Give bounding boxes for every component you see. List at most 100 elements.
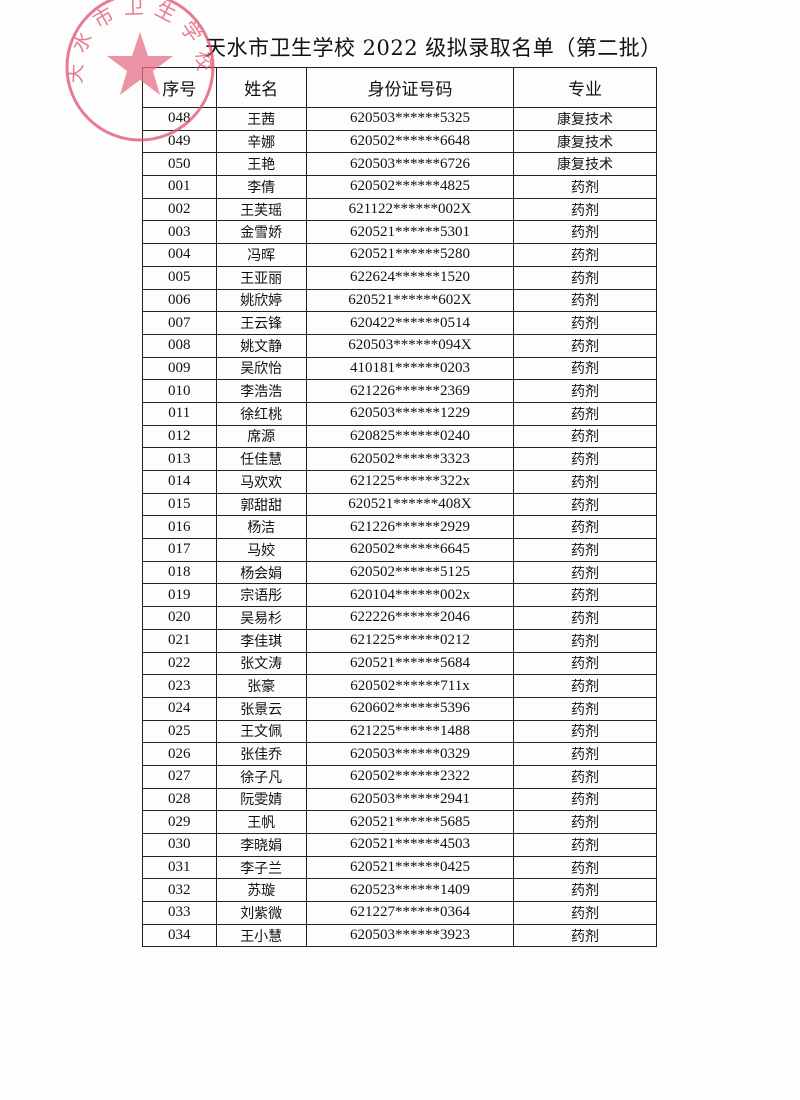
major: 药剂 [513,606,657,630]
row-number: 013 [142,447,217,471]
student-name: 姚文静 [215,333,307,358]
id-number: 621225******322x [305,470,515,494]
table-row: 048 王茜 620503******5325 康复技术 [142,107,657,131]
table-row: 030 李晓娟 620521******4503 药剂 [142,833,657,857]
document-title: 天水市卫生学校 2022 级拟录取名单（第二批） [205,36,662,60]
student-name: 张豪 [215,674,307,698]
major: 药剂 [513,515,657,540]
student-name: 王芙瑶 [215,197,307,222]
major: 药剂 [513,901,657,925]
id-number: 620502******5125 [305,560,515,585]
student-name: 杨会娟 [215,560,307,585]
table-row: 049 辛娜 620502******6648 康复技术 [142,129,657,154]
id-number: 620521******0425 [305,855,515,880]
major: 药剂 [513,311,657,335]
major: 药剂 [513,175,657,199]
major: 药剂 [513,583,657,608]
student-name: 吴易杉 [215,606,307,630]
table-row: 012 席源 620825******0240 药剂 [142,424,657,449]
id-number: 621226******2929 [305,515,515,540]
major: 康复技术 [513,107,657,131]
id-number: 620502******2322 [305,764,515,789]
admission-list-table: 序号 姓名 身份证号码 专业 048 王茜 620503******5325 康复技术… [142,67,657,948]
major: 药剂 [513,333,657,358]
table-row: 005 王亚丽 622624******1520 药剂 [142,265,657,290]
id-number: 620521******5301 [305,220,515,245]
major: 康复技术 [513,129,657,154]
student-name: 王文佩 [215,719,307,744]
student-name: 杨洁 [215,515,307,540]
id-number: 620503******2941 [305,787,515,812]
row-number: 008 [142,333,217,358]
student-name: 李晓娟 [215,833,307,857]
row-number: 027 [142,764,217,789]
row-number: 033 [142,901,217,925]
row-number: 032 [142,878,217,903]
major: 药剂 [513,401,657,426]
student-name: 李佳琪 [215,628,307,653]
major: 药剂 [513,220,657,245]
student-name: 王茜 [215,107,307,131]
id-number: 620503******1229 [305,401,515,426]
id-number: 620502******711x [305,674,515,698]
id-number: 621225******1488 [305,719,515,744]
id-number: 620521******602X [305,288,515,313]
row-number: 010 [142,379,217,403]
id-number: 620104******002x [305,583,515,608]
major: 药剂 [513,560,657,585]
id-number: 620521******5685 [305,810,515,834]
row-number: 009 [142,356,217,381]
student-name: 张景云 [215,696,307,721]
table-row: 008 姚文静 620503******094X 药剂 [142,333,657,358]
table-row: 027 徐子凡 620502******2322 药剂 [142,764,657,789]
row-number: 028 [142,787,217,812]
major: 药剂 [513,810,657,834]
row-number: 012 [142,424,217,449]
row-number: 024 [142,696,217,721]
row-number: 014 [142,470,217,494]
student-name: 徐红桃 [215,401,307,426]
table-row: 019 宗语彤 620104******002x 药剂 [142,583,657,608]
student-name: 马欢欢 [215,470,307,494]
major: 药剂 [513,833,657,857]
id-number: 622624******1520 [305,265,515,290]
row-number: 049 [142,129,217,154]
major: 药剂 [513,878,657,903]
student-name: 冯晖 [215,243,307,267]
student-name: 李倩 [215,175,307,199]
major: 药剂 [513,447,657,471]
major: 药剂 [513,424,657,449]
table-row: 020 吴易杉 622226******2046 药剂 [142,606,657,630]
table-row: 007 王云锋 620422******0514 药剂 [142,311,657,335]
major: 药剂 [513,356,657,381]
id-number: 620521******408X [305,492,515,517]
row-number: 005 [142,265,217,290]
row-number: 031 [142,855,217,880]
id-number: 620523******1409 [305,878,515,903]
id-number: 621226******2369 [305,379,515,403]
row-number: 034 [142,923,217,948]
id-number: 621122******002X [305,197,515,222]
major: 药剂 [513,628,657,653]
major: 药剂 [513,265,657,290]
row-number: 018 [142,560,217,585]
id-number: 620503******5325 [305,107,515,131]
student-name: 刘紫微 [215,901,307,925]
table-body: 048 王茜 620503******5325 康复技术 049 辛娜 620502****… [142,107,657,948]
student-name: 王艳 [215,152,307,177]
major: 药剂 [513,674,657,698]
student-name: 李浩浩 [215,379,307,403]
major: 药剂 [513,197,657,222]
student-name: 姚欣婷 [215,288,307,313]
student-name: 徐子凡 [215,764,307,789]
id-number: 620521******5280 [305,243,515,267]
table-row: 033 刘紫微 621227******0364 药剂 [142,901,657,925]
major: 康复技术 [513,152,657,177]
major: 药剂 [513,538,657,562]
table-row: 002 王芙瑶 621122******002X 药剂 [142,197,657,222]
major: 药剂 [513,470,657,494]
table-row: 016 杨洁 621226******2929 药剂 [142,515,657,540]
table-row: 021 李佳琪 621225******0212 药剂 [142,628,657,653]
student-name: 王小慧 [215,923,307,948]
table-row: 023 张豪 620502******711x 药剂 [142,674,657,698]
